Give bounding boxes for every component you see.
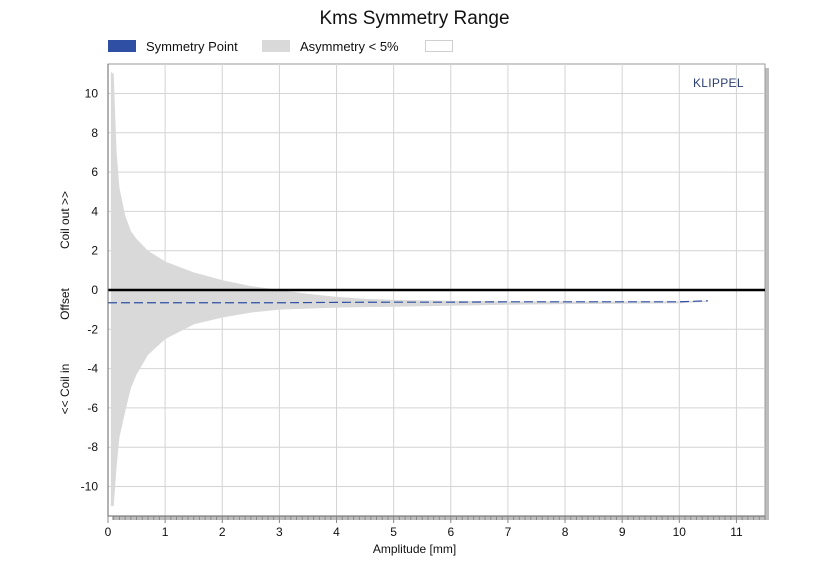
y-tick-label: -4 (87, 362, 98, 376)
x-tick-label: 4 (333, 525, 340, 539)
ylabel-coil-out: Coil out >> (58, 190, 72, 250)
legend-swatch-symmetry-point (108, 40, 136, 52)
y-tick-label: 4 (91, 204, 98, 218)
x-tick-label: 1 (162, 525, 169, 539)
y-tick-label: 10 (85, 86, 99, 100)
x-tick-label: 2 (219, 525, 226, 539)
ylabel-coil-in: << Coil in (58, 363, 72, 415)
y-tick-label: -6 (87, 401, 98, 415)
y-tick-label: -10 (81, 480, 99, 494)
y-tick-label: 0 (91, 283, 98, 297)
symmetry-point-line (108, 300, 708, 304)
y-tick-label: -8 (87, 440, 98, 454)
y-tick-label: 2 (91, 244, 98, 258)
y-tick-label: 6 (91, 165, 98, 179)
x-tick-label: 9 (619, 525, 626, 539)
legend-swatch-blank (425, 40, 453, 52)
y-tick-label: 8 (91, 126, 98, 140)
x-axis-label: Amplitude [mm] (372, 542, 457, 556)
x-tick-label: 7 (505, 525, 512, 539)
chart-title: Kms Symmetry Range (319, 8, 510, 29)
legend-swatch-asymmetry (262, 40, 290, 52)
x-tick-label: 5 (390, 525, 397, 539)
x-tick-label: 10 (673, 525, 687, 539)
x-tick-label: 8 (562, 525, 569, 539)
legend-label-asymmetry: Asymmetry < 5% (300, 39, 399, 54)
x-tick-label: 11 (730, 525, 743, 539)
klippel-watermark: KLIPPEL (693, 76, 744, 90)
x-tick-label: 0 (105, 525, 112, 539)
x-tick-label: 3 (276, 525, 283, 539)
x-tick-label: 6 (447, 525, 454, 539)
y-tick-label: -2 (87, 322, 98, 336)
legend-label-symmetry-point: Symmetry Point (146, 39, 238, 54)
